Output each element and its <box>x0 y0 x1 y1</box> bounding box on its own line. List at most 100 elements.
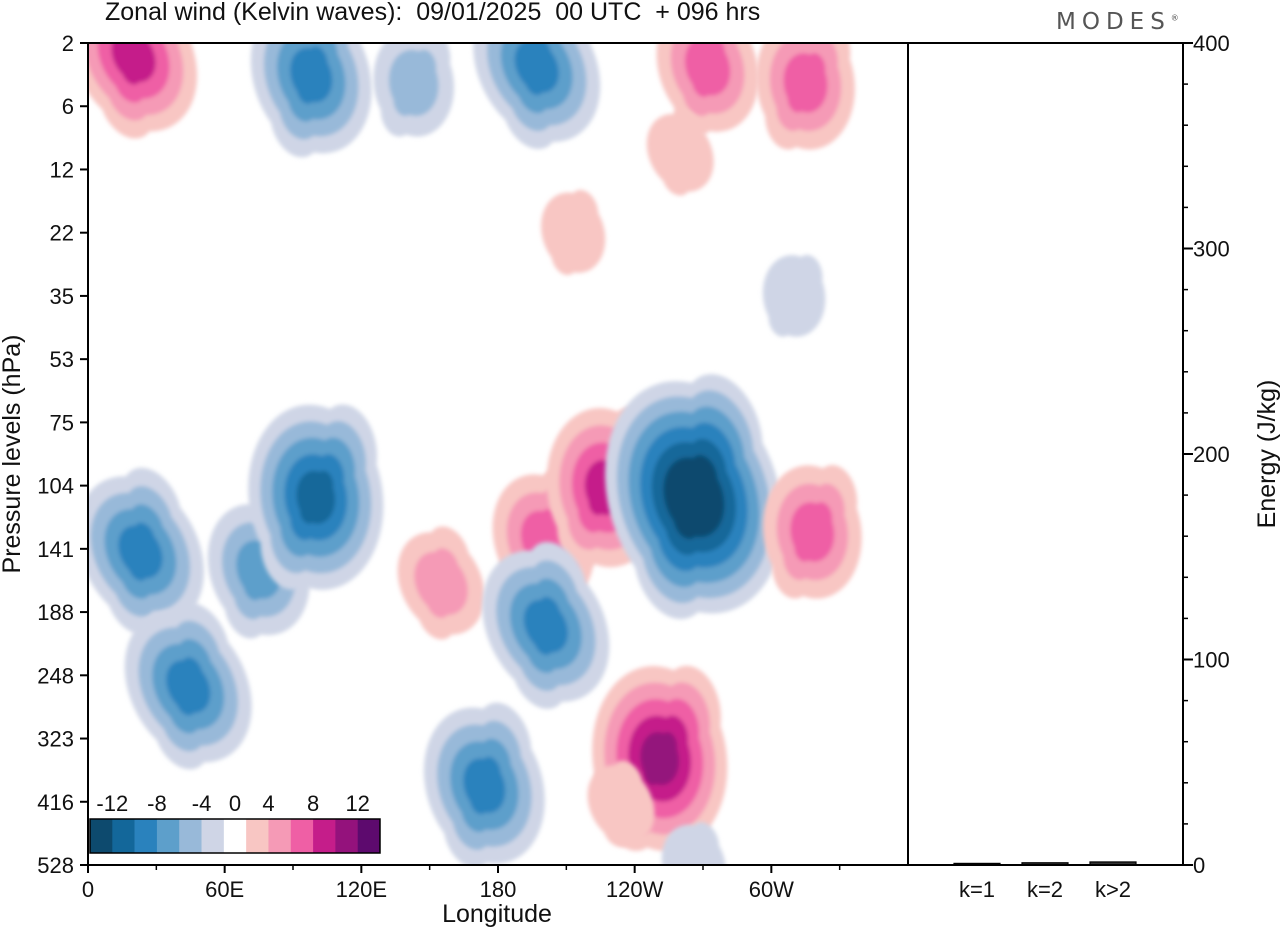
wind-contour-lobe <box>133 522 155 549</box>
y-tick-label: 188 <box>37 600 74 625</box>
y-tick-label: 323 <box>37 727 74 752</box>
wind-anomaly-cell <box>124 602 252 770</box>
wind-contour-lobe <box>691 471 709 496</box>
wind-contour-lobe <box>551 238 579 275</box>
wind-contour-lobe <box>433 548 459 580</box>
colorbar-label: 12 <box>345 791 369 816</box>
wind-contour-lobe <box>692 70 712 97</box>
wind-contour-lobe <box>602 812 632 848</box>
wind-contour-lobe <box>393 86 415 116</box>
y-tick-label: 22 <box>50 221 74 246</box>
wind-anomaly-cell <box>250 43 372 158</box>
energy-bar-label: k=1 <box>959 877 995 902</box>
wind-contour <box>762 255 826 337</box>
colorbar-swatch <box>90 819 113 853</box>
wind-contour-lobe <box>812 502 833 532</box>
y-axis-title: Pressure levels (hPa) <box>0 335 26 574</box>
y-tick-label: 12 <box>50 157 74 182</box>
colorbar: -12 -8 -4 0 4 8 12 <box>89 791 381 854</box>
y-tick-label: 528 <box>37 853 74 878</box>
colorbar-swatch <box>179 819 202 853</box>
colorbar-label: -12 <box>96 791 128 816</box>
energy-bar-label: k=2 <box>1027 877 1063 902</box>
x-tick-label: 60W <box>749 877 794 902</box>
wind-contour-lobe <box>296 79 315 104</box>
wind-anomaly-cell <box>587 760 655 848</box>
wind-contour-lobe <box>689 822 720 863</box>
wind-contour-lobe <box>127 43 148 53</box>
colorbar-label: 4 <box>262 791 274 816</box>
energy-tick-label: 100 <box>1193 648 1230 673</box>
wind-contour-lobe <box>704 43 726 65</box>
wind-contour-lobe <box>805 53 826 83</box>
y-axis: 2 6 12 22 35 53 75 104 141 188 248 323 416 528 <box>37 31 88 878</box>
x-tick-label: 0 <box>82 877 94 902</box>
energy-bar-label: k>2 <box>1095 877 1131 902</box>
wind-anomaly-cell <box>397 526 485 640</box>
wind-contour-lobe <box>308 46 328 74</box>
wind-contour-lobe <box>128 557 148 581</box>
wind-anomaly-cell <box>541 189 606 275</box>
wind-anomaly-cell <box>373 43 455 137</box>
colorbar-swatch <box>246 819 269 853</box>
wind-anomaly-cell <box>473 43 601 150</box>
colorbar-swatch <box>290 819 314 853</box>
y-tick-label: 416 <box>37 790 74 815</box>
modes-logo: MODES® <box>1056 9 1179 35</box>
wind-anomaly-cell <box>762 254 826 337</box>
wind-contour-lobe <box>661 160 691 196</box>
wind-contour-lobe <box>681 500 698 523</box>
x-tick-label: 180 <box>480 877 517 902</box>
x-tick-label: 60E <box>205 877 244 902</box>
colorbar-swatch <box>201 819 225 853</box>
energy-bars: k=1 k=2 k>2 <box>953 861 1137 902</box>
x-tick-label: 120W <box>606 877 664 902</box>
colorbar-swatch <box>134 819 158 853</box>
colorbar-frame <box>89 818 381 854</box>
wind-contour-lobe <box>470 789 488 815</box>
y-tick-label: 104 <box>37 474 74 499</box>
wind-contour-lobe <box>243 574 263 601</box>
y-tick-label: 75 <box>50 410 74 435</box>
energy-tick-label: 300 <box>1193 237 1230 262</box>
x-axis: 0 60E 120E 180 120W 60W <box>82 865 841 902</box>
colorbar-swatch <box>335 819 358 853</box>
wind-contour-lobe <box>667 868 703 911</box>
y-tick-label: 35 <box>50 284 74 309</box>
wind-anomaly-cell <box>423 702 545 865</box>
wind-contour-lobe <box>413 49 437 83</box>
wind-contour-lobe <box>539 596 561 623</box>
wind-anomaly-cell <box>762 465 862 599</box>
wind-contour-lobe <box>794 254 823 296</box>
wind-contour-lobe <box>659 732 678 759</box>
wind-anomaly-cell <box>646 109 714 196</box>
wind-contour-lobe <box>181 657 203 684</box>
y-tick-label: 141 <box>37 537 74 562</box>
colorbar-swatch <box>112 819 135 853</box>
wind-anomaly-cell <box>88 43 198 139</box>
wind-contour-lobe <box>315 470 334 498</box>
energy-tick-label: 400 <box>1193 31 1230 56</box>
wind-contour-lobe <box>176 691 196 716</box>
colorbar-label: 8 <box>307 791 319 816</box>
wind-contour-lobe <box>611 760 644 800</box>
wind-contour-lobe <box>670 109 703 148</box>
colorbar-swatch <box>313 819 336 853</box>
energy-tick-label: 200 <box>1193 442 1230 467</box>
colorbar-label: -4 <box>192 791 212 816</box>
wind-anomaly-cell <box>482 542 610 709</box>
colorbar-swatch <box>223 819 247 853</box>
y-tick-label: 53 <box>50 347 74 372</box>
wind-anomaly-cell <box>661 822 726 911</box>
chart-title: Zonal wind (Kelvin waves): 09/01/2025 00… <box>105 0 761 26</box>
wind-contour-lobe <box>787 85 807 113</box>
energy-axis-title: Energy (J/kg) <box>1253 380 1280 529</box>
wind-contour-lobe <box>568 189 599 230</box>
y-tick-label: 2 <box>62 31 74 56</box>
wind-anomaly-cell <box>656 43 759 136</box>
wind-contour-lobe <box>533 631 553 655</box>
wind-anomaly-cell <box>248 404 384 590</box>
energy-tick-label: 0 <box>1193 853 1205 878</box>
heatmap-field <box>88 43 862 911</box>
